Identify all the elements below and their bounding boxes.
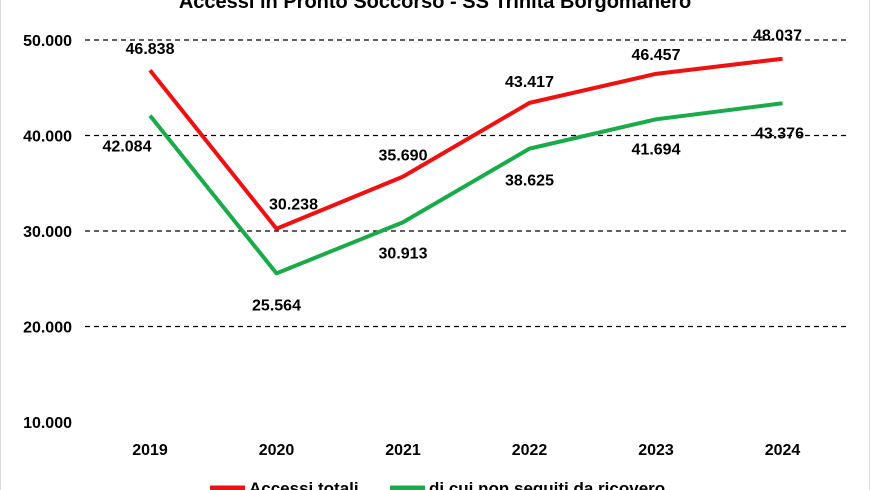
x-tick-label: 2021 (385, 442, 421, 459)
data-label: 38.625 (505, 173, 554, 190)
y-tick-label: 10.000 (23, 415, 72, 432)
data-label: 42.084 (103, 139, 152, 156)
data-label: 35.690 (379, 148, 428, 165)
y-tick-label: 20.000 (23, 320, 72, 337)
y-tick-label: 40.000 (23, 129, 72, 146)
data-label: 30.913 (379, 245, 428, 262)
data-label: 46.457 (632, 47, 681, 64)
x-tick-label: 2020 (259, 442, 295, 459)
series-line-1 (148, 101, 783, 276)
x-tick-label: 2023 (638, 442, 674, 459)
x-tick-label: 2024 (765, 442, 801, 459)
data-label: 41.694 (632, 141, 681, 158)
data-label: 43.376 (755, 125, 804, 142)
legend-label: Accessi totali (249, 479, 359, 490)
chart-title: Accessi in Pronto Soccorso - SS Trinità … (179, 0, 691, 13)
y-tick-label: 30.000 (23, 224, 72, 241)
data-label: 25.564 (252, 297, 301, 314)
x-tick-label: 2019 (132, 442, 168, 459)
series-line-0 (148, 56, 783, 231)
data-label: 30.238 (269, 197, 318, 214)
data-label: 43.417 (505, 74, 554, 91)
legend-label: di cui non seguiti da ricovero (429, 479, 665, 490)
y-tick-label: 50.000 (23, 33, 72, 50)
data-label: 48.037 (753, 28, 802, 45)
x-tick-label: 2022 (512, 442, 548, 459)
data-label: 46.838 (126, 41, 175, 58)
